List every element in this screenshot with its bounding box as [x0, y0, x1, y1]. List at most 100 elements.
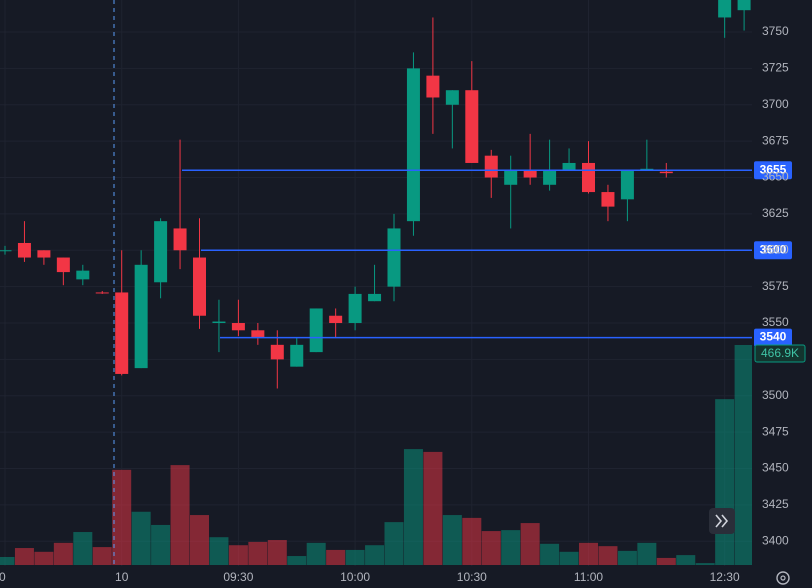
y-tick-label: 3675 — [762, 133, 789, 147]
volume-bar — [579, 542, 598, 565]
candle-body — [348, 293, 362, 324]
volume-bar — [637, 542, 657, 565]
candle-body — [17, 242, 31, 258]
volume-pane — [0, 345, 752, 565]
candle-body — [231, 323, 245, 331]
volume-bar — [345, 549, 365, 565]
price-tag — [754, 328, 792, 347]
candle-body — [562, 162, 576, 171]
y-tick-label: 3600 — [762, 242, 789, 256]
candle-body — [582, 162, 595, 193]
volume-bar — [34, 551, 54, 565]
x-tick-label: 09:30 — [223, 570, 253, 584]
volume-bar — [228, 545, 248, 565]
volume-bar — [112, 469, 132, 565]
candle-body — [543, 170, 557, 185]
volume-bar — [53, 542, 73, 565]
candle-body — [620, 170, 634, 200]
candle-body — [154, 221, 168, 283]
x-tick-label: 10:30 — [457, 570, 487, 584]
volume-bar — [403, 449, 423, 565]
volume-bar — [695, 563, 715, 565]
candle-body — [134, 264, 148, 369]
volume-bar — [190, 515, 209, 565]
candle-body — [251, 330, 265, 338]
volume-bar — [209, 537, 229, 565]
y-tick-label: 3400 — [762, 533, 789, 547]
candle-body — [95, 292, 109, 294]
volume-bar — [481, 531, 501, 565]
candle-body — [737, 0, 751, 11]
price-tag-label: 3540 — [760, 330, 787, 344]
candle-body — [290, 344, 304, 367]
volume-bar — [306, 542, 326, 565]
x-tick-label: 0 — [0, 570, 6, 584]
candle-body — [406, 68, 420, 222]
settings-icon[interactable] — [776, 571, 790, 585]
price-tag — [754, 161, 792, 180]
candles — [0, 0, 751, 389]
candle-body — [445, 90, 459, 105]
scroll-button[interactable] — [709, 508, 735, 534]
volume-bar — [267, 540, 287, 565]
y-tick-label: 3650 — [762, 170, 789, 184]
volume-bar — [151, 524, 171, 565]
volume-bar — [73, 532, 93, 565]
volume-bar — [617, 550, 637, 565]
candle-body — [329, 315, 343, 324]
y-tick-label: 3700 — [762, 97, 789, 111]
candle-body — [387, 228, 401, 287]
volume-bar — [734, 345, 752, 565]
volume-bar — [170, 465, 190, 565]
y-tick-label: 3475 — [762, 424, 789, 438]
volume-bar — [656, 557, 676, 565]
candle-body — [601, 192, 615, 207]
volume-bar — [442, 515, 462, 565]
candle-body — [718, 0, 732, 18]
candle-body — [76, 270, 90, 280]
volume-bar — [462, 517, 482, 565]
volume-bar — [326, 549, 346, 565]
price-tag-label: 3655 — [760, 162, 787, 176]
volume-bar — [423, 451, 443, 565]
volume-bar — [501, 530, 521, 565]
volume-bar — [0, 556, 15, 565]
volume-bar — [559, 551, 579, 565]
price-tag-label: 3600 — [760, 242, 787, 256]
volume-bar — [131, 511, 151, 565]
candle-body — [115, 292, 129, 374]
y-tick-label: 3425 — [762, 497, 789, 511]
x-tick-label: 12:30 — [710, 570, 740, 584]
price-tag — [754, 241, 792, 260]
y-tick-label: 3550 — [762, 315, 789, 329]
x-tick-label: 10 — [115, 570, 129, 584]
volume-bar — [384, 522, 404, 565]
candle-body — [309, 308, 323, 353]
volume-tag-label: 466.9K — [761, 346, 799, 360]
volume-bar — [14, 548, 34, 565]
volume-tag — [754, 344, 806, 363]
y-tick-label: 3575 — [762, 279, 789, 293]
candle-body — [465, 90, 479, 163]
y-tick-label: 3725 — [762, 61, 789, 75]
candle-body — [426, 75, 440, 98]
volume-bar — [598, 546, 618, 565]
candle-body — [212, 321, 226, 324]
volume-bar — [540, 543, 560, 565]
volume-bar — [287, 556, 307, 565]
candle-body — [270, 344, 284, 360]
price-lines: 3655 3600 3540 — [182, 161, 792, 347]
candle-body — [56, 257, 70, 273]
volume-bar — [520, 523, 540, 565]
x-tick-label: 10:00 — [340, 570, 370, 584]
candle-body — [659, 171, 673, 174]
volume-bar — [715, 399, 735, 565]
candle-body — [193, 257, 206, 316]
candle-body — [0, 250, 12, 252]
y-tick-label: 3450 — [762, 461, 789, 475]
candle-body — [368, 293, 382, 302]
volume-bar — [248, 541, 268, 565]
x-tick-label: 11:00 — [574, 570, 603, 584]
